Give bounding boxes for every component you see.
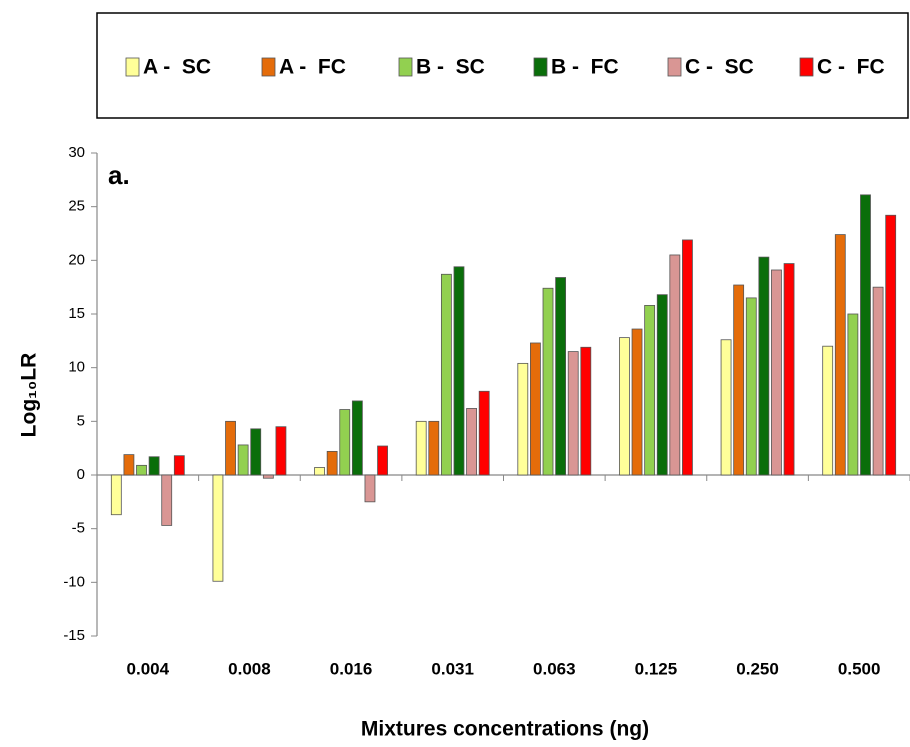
bar <box>860 194 871 476</box>
legend-swatch <box>667 57 682 77</box>
x-tick-label: 0.031 <box>431 659 474 678</box>
bar <box>110 474 122 516</box>
y-tick-label: 30 <box>68 144 85 161</box>
legend-swatch <box>398 57 413 77</box>
legend-label: A - FC <box>279 56 346 79</box>
x-tick-label: 0.016 <box>330 659 373 678</box>
legend-swatch <box>533 57 548 77</box>
x-tick-label: 0.250 <box>736 659 779 678</box>
legend-swatch <box>799 57 814 77</box>
bar <box>619 337 630 476</box>
bar <box>847 313 859 476</box>
bar <box>771 269 782 476</box>
bar <box>745 297 757 476</box>
bar <box>669 254 681 476</box>
bar <box>212 474 224 582</box>
legend-label: B - SC <box>416 56 485 79</box>
bar <box>377 445 388 476</box>
bar <box>415 420 427 476</box>
bar <box>885 214 897 476</box>
legend-box <box>96 12 909 119</box>
bar <box>453 266 465 476</box>
bar <box>530 342 541 476</box>
y-tick-label: 20 <box>68 251 85 268</box>
annotation: a. <box>108 160 130 190</box>
bar <box>428 420 440 476</box>
bar <box>567 351 579 476</box>
bar <box>250 428 262 476</box>
bar <box>631 328 643 476</box>
bar <box>872 286 884 476</box>
bar <box>478 390 490 476</box>
legend-label: C - FC <box>817 56 885 79</box>
bar <box>326 450 338 476</box>
bar <box>173 455 185 476</box>
y-tick-label: -15 <box>63 627 85 644</box>
legend-swatch <box>125 57 140 77</box>
x-axis-label: Mixtures concentrations (ng) <box>361 718 649 741</box>
y-tick-label: 0 <box>77 466 85 483</box>
bar <box>783 263 795 476</box>
bar <box>136 464 147 476</box>
y-tick-label: -10 <box>63 573 85 590</box>
bar <box>262 474 274 479</box>
bar <box>720 339 732 476</box>
bar <box>123 454 135 476</box>
y-tick-label: -5 <box>72 520 85 537</box>
legend-swatch <box>261 57 276 77</box>
y-tick-label: 15 <box>68 305 85 322</box>
bar <box>542 287 554 476</box>
y-axis-label: Log₁₀LR <box>18 353 41 438</box>
bar <box>339 409 351 476</box>
bar <box>758 256 770 476</box>
x-tick-label: 0.004 <box>127 659 170 678</box>
y-tick-label: 10 <box>68 359 85 376</box>
bar <box>822 345 834 476</box>
bar <box>237 444 249 476</box>
y-tick-label: 25 <box>68 198 85 215</box>
x-tick-label: 0.125 <box>635 659 678 678</box>
bar <box>733 284 745 476</box>
bar <box>314 467 325 476</box>
bar <box>351 400 363 476</box>
bar <box>440 273 452 476</box>
y-tick-label: 5 <box>77 412 85 429</box>
legend-label: C - SC <box>685 56 754 79</box>
bar <box>225 420 236 476</box>
x-tick-label: 0.063 <box>533 659 576 678</box>
legend-label: A - SC <box>143 56 211 79</box>
bar <box>466 408 477 476</box>
bar <box>656 294 668 476</box>
x-tick-label: 0.008 <box>228 659 271 678</box>
bar <box>580 346 592 476</box>
bar <box>517 362 529 476</box>
bar <box>682 239 693 476</box>
bar <box>644 305 656 476</box>
x-tick-label: 0.500 <box>838 659 881 678</box>
bar <box>161 474 173 526</box>
bar <box>364 474 376 503</box>
bar <box>275 426 287 476</box>
legend-label: B - FC <box>551 56 619 79</box>
bar <box>834 234 846 476</box>
bar <box>148 456 160 476</box>
bar <box>555 277 567 476</box>
